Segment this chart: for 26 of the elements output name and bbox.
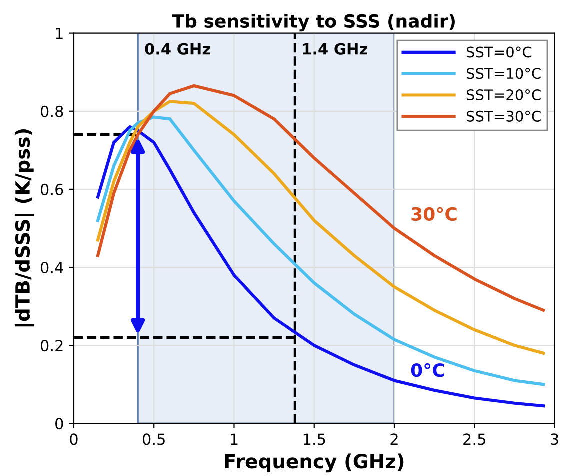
x-tick-label: 1 xyxy=(231,434,238,445)
line-series xyxy=(96,100,546,355)
chart-title: Tb sensitivity to SSS (nadir) xyxy=(172,14,455,32)
band-label: 0.4 GHz xyxy=(145,43,210,55)
legend-label: SST=0°C xyxy=(466,46,532,58)
x-tick-label: 0 xyxy=(70,434,78,446)
y-tick-label: 0.6 xyxy=(40,184,64,196)
y-tick-label: 0 xyxy=(56,418,64,430)
y-axis-title: |dTB/dSSS| (K/pss) xyxy=(14,130,34,327)
y-tick-label: 0.2 xyxy=(40,340,63,352)
legend-label: SST=10°C xyxy=(466,68,541,80)
y-tick-label: 0.4 xyxy=(40,262,64,274)
annotation: 0°C xyxy=(411,363,444,378)
legend-label: SST=30°C xyxy=(466,110,541,122)
x-tick-label: 2 xyxy=(390,434,398,445)
x-tick-label: 0.5 xyxy=(142,434,165,446)
ref-line-label: 1.4 GHz xyxy=(303,43,368,55)
legend-label: SST=20°C xyxy=(466,90,541,101)
x-tick-label: 1.5 xyxy=(304,434,326,446)
x-tick-label: 2.5 xyxy=(464,434,486,446)
annotation: 30°C xyxy=(412,207,457,222)
line-series xyxy=(96,84,546,312)
x-tick-label: 3 xyxy=(551,434,558,446)
y-tick-label: 0.8 xyxy=(40,106,64,118)
x-axis-title: Frequency (GHz) xyxy=(225,454,404,473)
y-tick-label: 1 xyxy=(56,28,63,40)
